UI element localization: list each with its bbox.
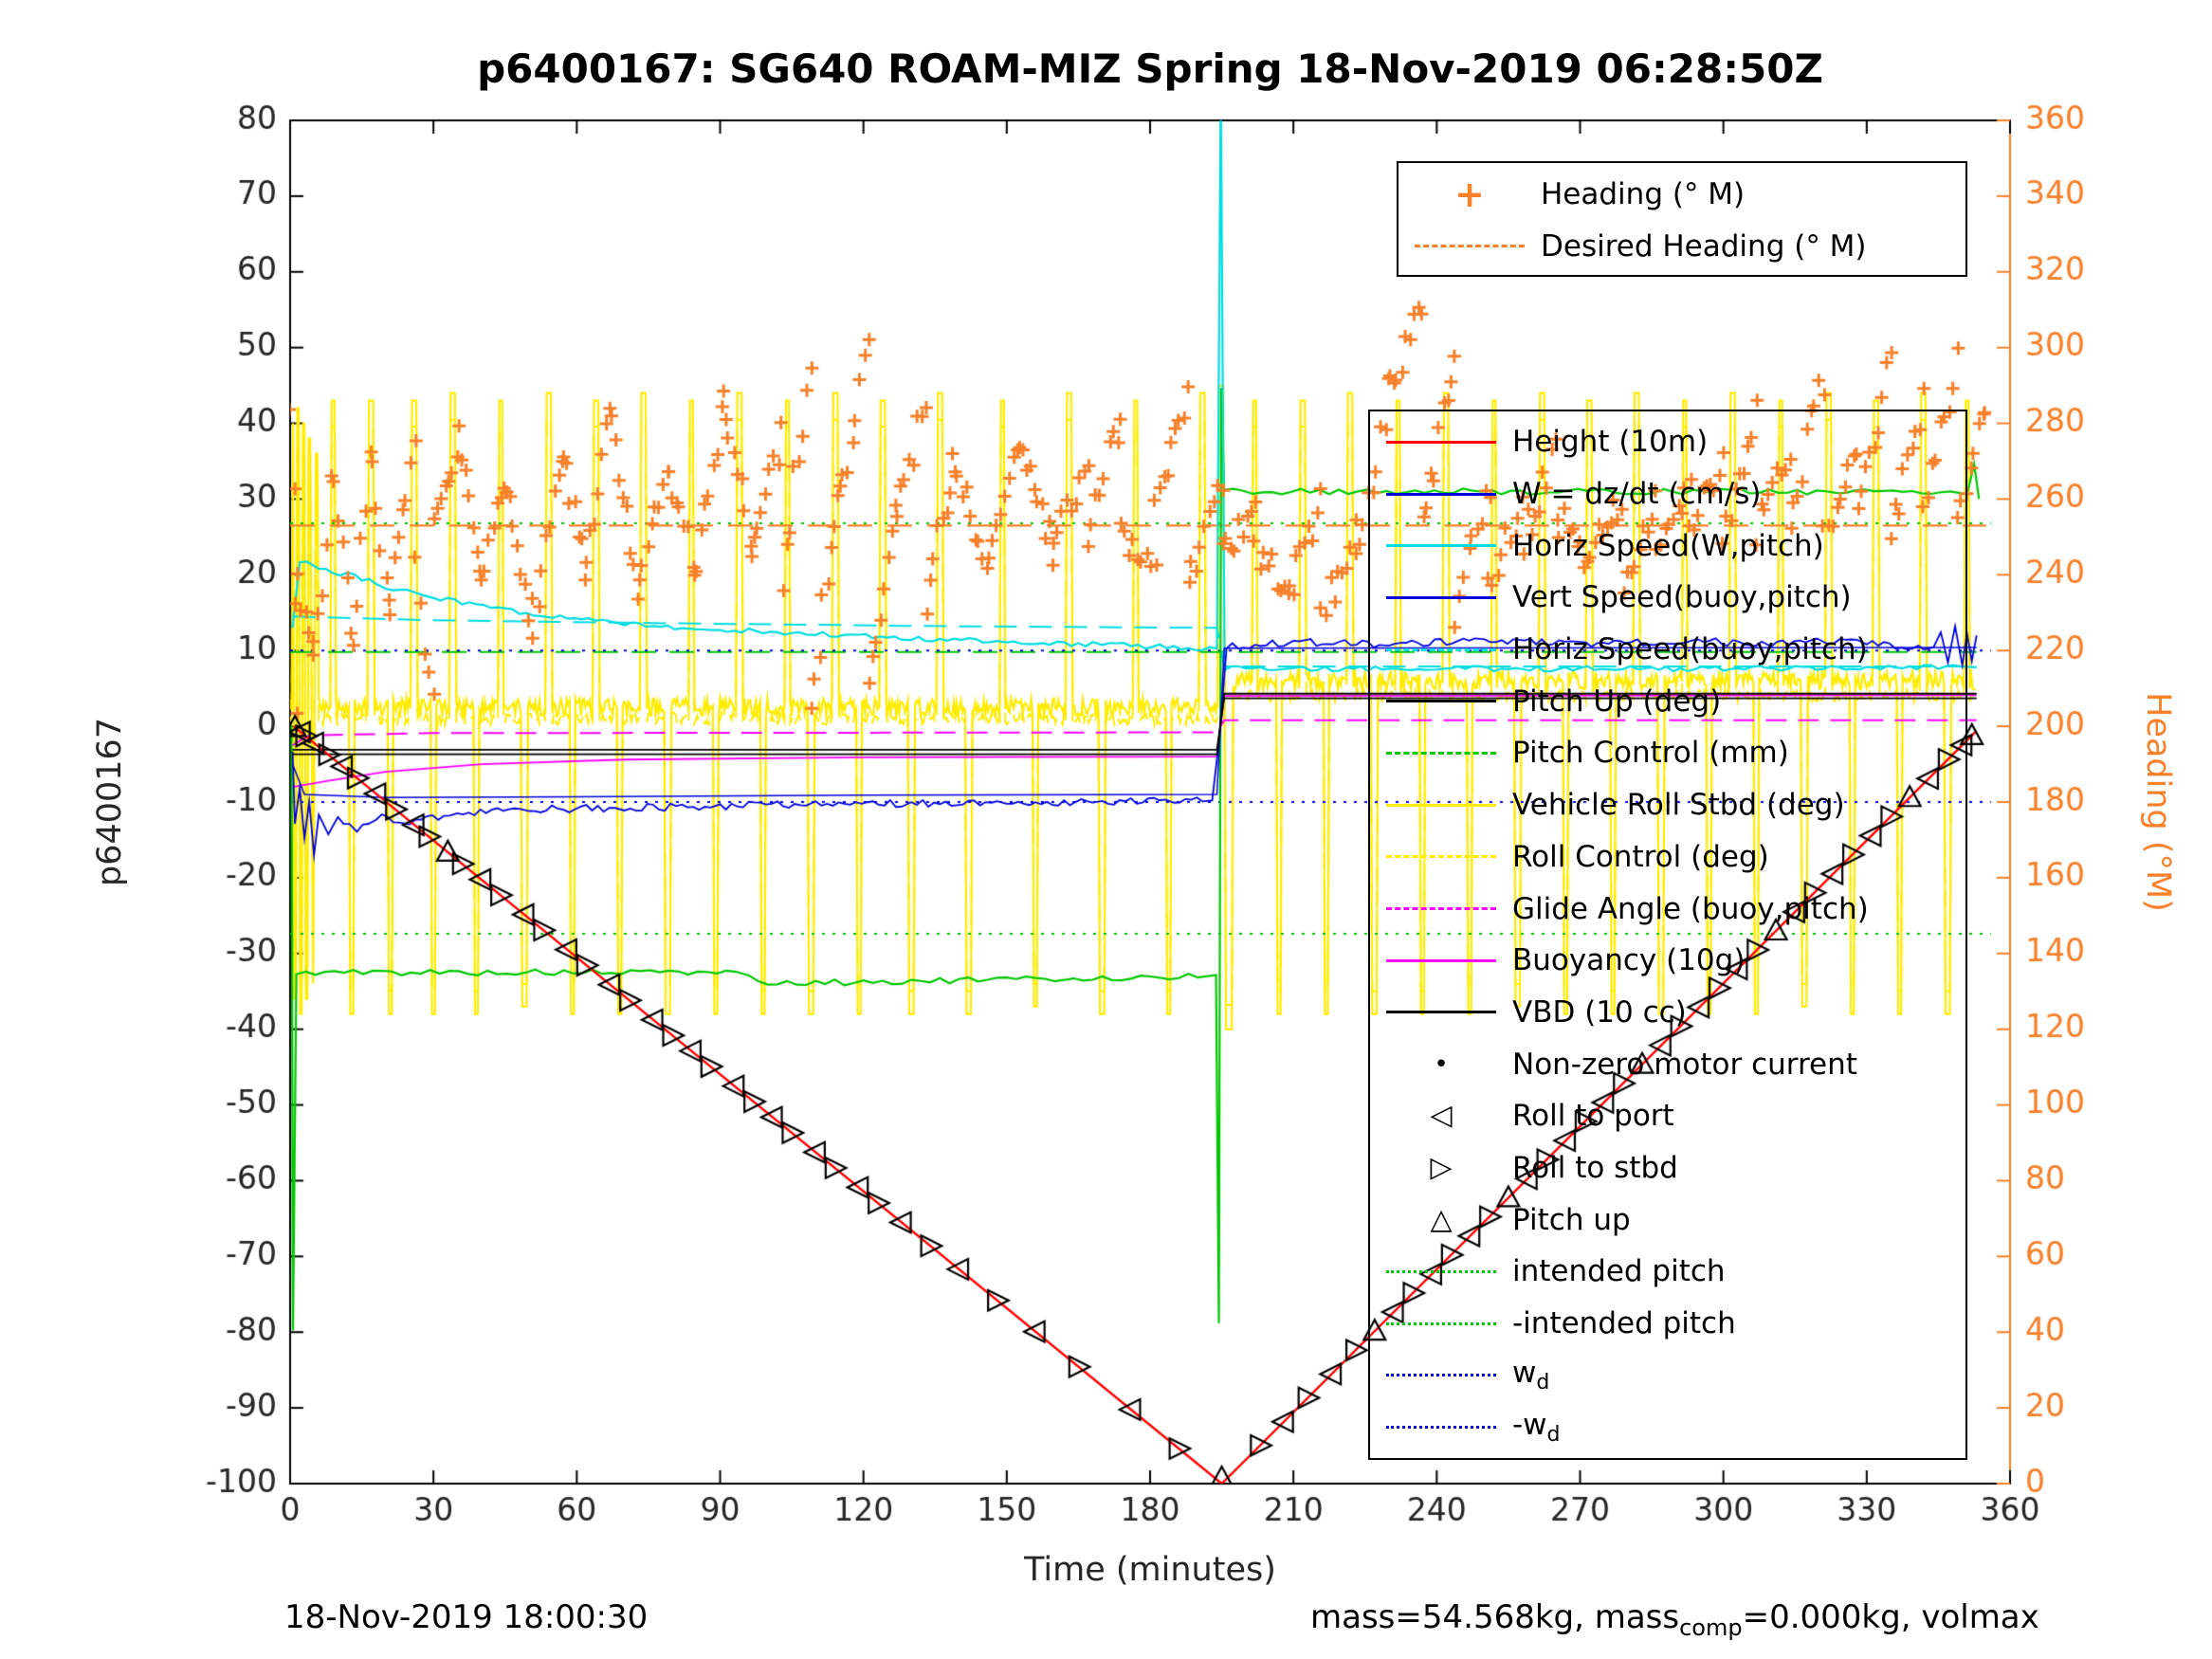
legend-label: Pitch Up (deg) (1512, 684, 1722, 719)
right-y-axis-label: Heading (°M) (2139, 692, 2177, 912)
legend-label: Roll to port (1512, 1099, 1674, 1134)
legend-item: ▷ Roll to stbd (1370, 1142, 1965, 1194)
legend-label: Vert Speed(buoy,pitch) (1512, 580, 1852, 615)
legend-label: -wd (1512, 1407, 1561, 1447)
line-swatch (1386, 1269, 1496, 1273)
mass-footer-pre: mass=54.568kg, mass (1310, 1598, 1680, 1636)
legend-line-sample (1370, 751, 1512, 755)
legend-item: W = dz/dt (cm/s) (1370, 468, 1965, 520)
legend-label: Horiz Speed(W,pitch) (1512, 528, 1824, 563)
main-legend: Height (10m) W = dz/dt (cm/s) Horiz Speed(… (1368, 410, 1967, 1460)
legend-label: Glide Angle (buoy,pitch) (1512, 891, 1869, 926)
legend-label: W = dz/dt (cm/s) (1512, 477, 1762, 512)
x-axis-label: Time (minutes) (1024, 1551, 1276, 1589)
line-swatch (1386, 700, 1496, 703)
legend-item: △ Pitch up (1370, 1194, 1965, 1246)
legend-item: Roll Control (deg) (1370, 831, 1965, 884)
legend-line-sample (1370, 958, 1512, 962)
legend-item: Pitch Control (mm) (1370, 727, 1965, 779)
legend-label: -intended pitch (1512, 1306, 1736, 1341)
line-swatch (1386, 751, 1496, 755)
legend-item: Vehicle Roll Stbd (deg) (1370, 779, 1965, 831)
line-swatch (1415, 245, 1525, 247)
triangle-left-icon: ◁ (1430, 1099, 1453, 1133)
legend-item: Glide Angle (buoy,pitch) (1370, 883, 1965, 935)
legend-line-sample (1370, 440, 1512, 444)
legend-line-sample (1370, 595, 1512, 599)
legend-label: Horiz Speed(buoy,pitch) (1512, 632, 1868, 667)
triangle-up-icon: △ (1430, 1202, 1453, 1236)
dot-icon: • (1434, 1049, 1449, 1079)
heading-legend: + Heading (° M) Desired Heading (° M) (1397, 161, 1967, 277)
line-swatch (1386, 492, 1496, 496)
line-swatch (1386, 647, 1496, 651)
mass-footer-sub: comp (1679, 1613, 1743, 1641)
legend-item: VBD (10 cc) (1370, 987, 1965, 1039)
legend-line-sample (1370, 1322, 1512, 1325)
legend-item: -intended pitch (1370, 1298, 1965, 1350)
legend-line-sample (1398, 245, 1541, 247)
legend-item: Vert Speed(buoy,pitch) (1370, 572, 1965, 624)
legend-line-sample (1370, 1425, 1512, 1429)
legend-label: Roll to stbd (1512, 1150, 1678, 1185)
legend-line-sample (1370, 1269, 1512, 1273)
legend-item: Pitch Up (deg) (1370, 675, 1965, 727)
legend-label: Pitch Control (mm) (1512, 736, 1789, 771)
legend-item: Horiz Speed(buoy,pitch) (1370, 624, 1965, 676)
line-swatch (1386, 907, 1496, 911)
legend-label: Desired Heading (° M) (1541, 228, 1867, 264)
legend-label: Buoyancy (10g) (1512, 943, 1746, 978)
legend-line-sample (1370, 492, 1512, 496)
legend-item: Horiz Speed(W,pitch) (1370, 520, 1965, 572)
legend-label: Roll Control (deg) (1512, 839, 1769, 874)
line-swatch (1386, 1425, 1496, 1429)
plus-icon: + (1454, 173, 1485, 215)
legend-label: Non-zero motor current (1512, 1047, 1857, 1082)
legend-line-sample (1370, 700, 1512, 703)
legend-line-sample (1370, 855, 1512, 859)
legend-item: • Non-zero motor current (1370, 1038, 1965, 1090)
legend-item: ◁ Roll to port (1370, 1090, 1965, 1142)
legend-line-sample (1370, 803, 1512, 807)
legend-item: intended pitch (1370, 1246, 1965, 1298)
legend-item: + Heading (° M) (1398, 168, 1965, 220)
legend-label: Vehicle Roll Stbd (deg) (1512, 788, 1845, 823)
legend-label: VBD (10 cc) (1512, 994, 1687, 1030)
legend-item: Height (10m) (1370, 416, 1965, 468)
legend-label: Pitch up (1512, 1202, 1631, 1237)
legend-label: intended pitch (1512, 1254, 1726, 1289)
line-swatch (1386, 440, 1496, 444)
line-swatch (1386, 1011, 1496, 1014)
legend-line-sample (1370, 907, 1512, 911)
legend-line-sample (1370, 1011, 1512, 1014)
mass-footer: mass=54.568kg, masscomp=0.000kg, volmax (1310, 1598, 2039, 1641)
timestamp-footer: 18-Nov-2019 18:00:30 (284, 1598, 649, 1636)
legend-label: Heading (° M) (1541, 176, 1746, 211)
line-swatch (1386, 595, 1496, 599)
plot-title: p6400167: SG640 ROAM-MIZ Spring 18-Nov-2… (477, 46, 1823, 92)
legend-line-sample (1370, 647, 1512, 651)
legend-label: Height (10m) (1512, 425, 1709, 460)
legend-item: Desired Heading (° M) (1398, 220, 1965, 272)
legend-label: wd (1512, 1356, 1550, 1395)
triangle-right-icon: ▷ (1430, 1150, 1453, 1184)
line-swatch (1386, 1322, 1496, 1325)
legend-item: -wd (1370, 1401, 1965, 1453)
line-swatch (1386, 803, 1496, 807)
mass-footer-post: =0.000kg, volmax (1742, 1598, 2039, 1636)
legend-line-sample (1370, 1374, 1512, 1377)
line-swatch (1386, 958, 1496, 962)
line-swatch (1386, 1374, 1496, 1377)
legend-line-sample (1370, 544, 1512, 548)
left-y-axis-label: p6400167 (91, 717, 129, 887)
line-swatch (1386, 544, 1496, 548)
legend-item: Buoyancy (10g) (1370, 935, 1965, 987)
line-swatch (1386, 855, 1496, 859)
legend-item: wd (1370, 1349, 1965, 1401)
